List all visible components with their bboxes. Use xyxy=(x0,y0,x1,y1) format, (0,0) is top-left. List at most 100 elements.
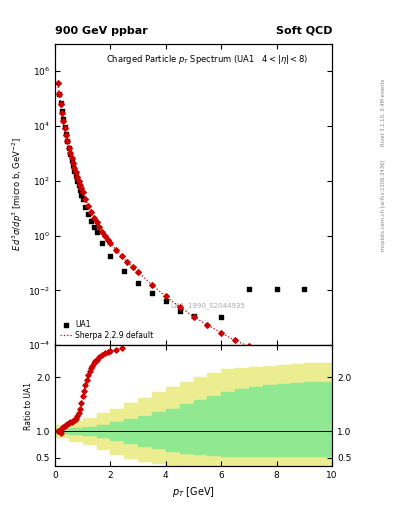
UA1 xyxy=(71,166,77,175)
Sherpa 2.2.9 default xyxy=(302,367,307,373)
UA1 xyxy=(57,98,64,106)
Sherpa 2.2.9 default xyxy=(64,132,68,138)
Sherpa 2.2.9 default xyxy=(57,91,62,97)
Y-axis label: Ratio to UA1: Ratio to UA1 xyxy=(24,381,33,430)
Point xyxy=(260,349,266,357)
Sherpa 2.2.9 default xyxy=(316,371,321,377)
Point xyxy=(73,415,79,423)
Point xyxy=(246,343,252,351)
Sherpa 2.2.9 default xyxy=(75,174,79,180)
UA1 xyxy=(107,252,114,260)
Point xyxy=(66,419,72,427)
Point xyxy=(107,239,114,247)
Point xyxy=(79,188,86,196)
UA1 xyxy=(70,161,76,169)
Sherpa 2.2.9 default xyxy=(114,247,118,253)
Point xyxy=(64,420,71,428)
Point xyxy=(67,149,73,157)
Sherpa 2.2.9 default xyxy=(76,178,81,184)
Point xyxy=(102,349,108,357)
Point xyxy=(105,348,111,356)
Point xyxy=(63,420,69,429)
Sherpa 2.2.9 default xyxy=(177,304,182,310)
Point xyxy=(88,208,94,216)
Legend: UA1, Sherpa 2.2.9 default: UA1, Sherpa 2.2.9 default xyxy=(59,318,155,342)
Point xyxy=(287,360,294,369)
Point xyxy=(71,416,77,424)
Point xyxy=(64,137,71,145)
Point xyxy=(91,214,97,222)
UA1 xyxy=(246,285,252,293)
Point xyxy=(77,181,83,189)
UA1 xyxy=(163,297,169,305)
Point xyxy=(204,321,211,329)
UA1 xyxy=(68,156,75,164)
UA1 xyxy=(59,107,65,115)
UA1 xyxy=(218,312,224,321)
Sherpa 2.2.9 default xyxy=(72,165,77,171)
Sherpa 2.2.9 default xyxy=(83,196,88,202)
UA1 xyxy=(56,90,62,98)
Point xyxy=(113,246,119,254)
UA1 xyxy=(78,190,84,199)
Point xyxy=(67,418,73,426)
Sherpa 2.2.9 default xyxy=(97,224,102,230)
Point xyxy=(99,227,105,236)
Sherpa 2.2.9 default xyxy=(62,125,67,132)
Sherpa 2.2.9 default xyxy=(65,138,70,144)
Sherpa 2.2.9 default xyxy=(136,269,141,275)
UA1 xyxy=(301,285,308,293)
UA1 xyxy=(99,239,105,247)
Y-axis label: $E\,d^3\sigma/dp^3$ [micro b, GeV$^{-2}$]: $E\,d^3\sigma/dp^3$ [micro b, GeV$^{-2}$… xyxy=(11,138,25,251)
Sherpa 2.2.9 default xyxy=(66,144,71,151)
UA1 xyxy=(176,307,183,315)
Sherpa 2.2.9 default xyxy=(89,209,94,215)
Sherpa 2.2.9 default xyxy=(58,101,63,108)
Point xyxy=(56,90,62,98)
Point xyxy=(118,345,125,353)
Sherpa 2.2.9 default xyxy=(219,330,224,336)
Line: Sherpa 2.2.9 default: Sherpa 2.2.9 default xyxy=(58,83,318,374)
Text: Soft QCD: Soft QCD xyxy=(275,26,332,36)
Sherpa 2.2.9 default xyxy=(163,293,168,300)
Sherpa 2.2.9 default xyxy=(274,356,279,362)
Text: Charged Particle $p_T$ Spectrum (UA1   $4 < |\eta| < 8$): Charged Particle $p_T$ Spectrum (UA1 $4 … xyxy=(106,53,309,66)
Sherpa 2.2.9 default xyxy=(105,237,110,243)
Point xyxy=(301,366,308,374)
UA1 xyxy=(83,203,89,211)
UA1 xyxy=(274,285,280,293)
Point xyxy=(74,412,80,420)
Point xyxy=(66,143,72,152)
UA1 xyxy=(149,289,155,297)
Sherpa 2.2.9 default xyxy=(150,282,154,288)
Sherpa 2.2.9 default xyxy=(100,228,105,234)
Point xyxy=(191,312,197,321)
Point xyxy=(84,376,90,384)
Point xyxy=(105,236,111,244)
Point xyxy=(149,281,155,289)
Sherpa 2.2.9 default xyxy=(125,259,129,265)
Point xyxy=(83,381,89,390)
Point xyxy=(56,427,62,435)
Sherpa 2.2.9 default xyxy=(69,155,74,161)
UA1 xyxy=(121,267,127,275)
Point xyxy=(85,202,92,210)
UA1 xyxy=(63,130,69,138)
Point xyxy=(68,418,75,426)
Sherpa 2.2.9 default xyxy=(103,232,107,239)
Text: mcplots.cern.ch [arXiv:1306.3436]: mcplots.cern.ch [arXiv:1306.3436] xyxy=(381,159,386,250)
Point xyxy=(68,154,75,162)
Point xyxy=(118,252,125,260)
Point xyxy=(75,409,82,417)
Point xyxy=(70,159,76,167)
Point xyxy=(96,223,103,231)
Point xyxy=(85,371,92,379)
Point xyxy=(70,417,76,425)
UA1 xyxy=(94,228,100,237)
Text: UA1_1990_S2044935: UA1_1990_S2044935 xyxy=(170,303,245,309)
Sherpa 2.2.9 default xyxy=(233,337,237,344)
UA1 xyxy=(135,279,141,287)
Sherpa 2.2.9 default xyxy=(86,203,91,209)
Point xyxy=(83,195,89,203)
Point xyxy=(71,164,77,172)
